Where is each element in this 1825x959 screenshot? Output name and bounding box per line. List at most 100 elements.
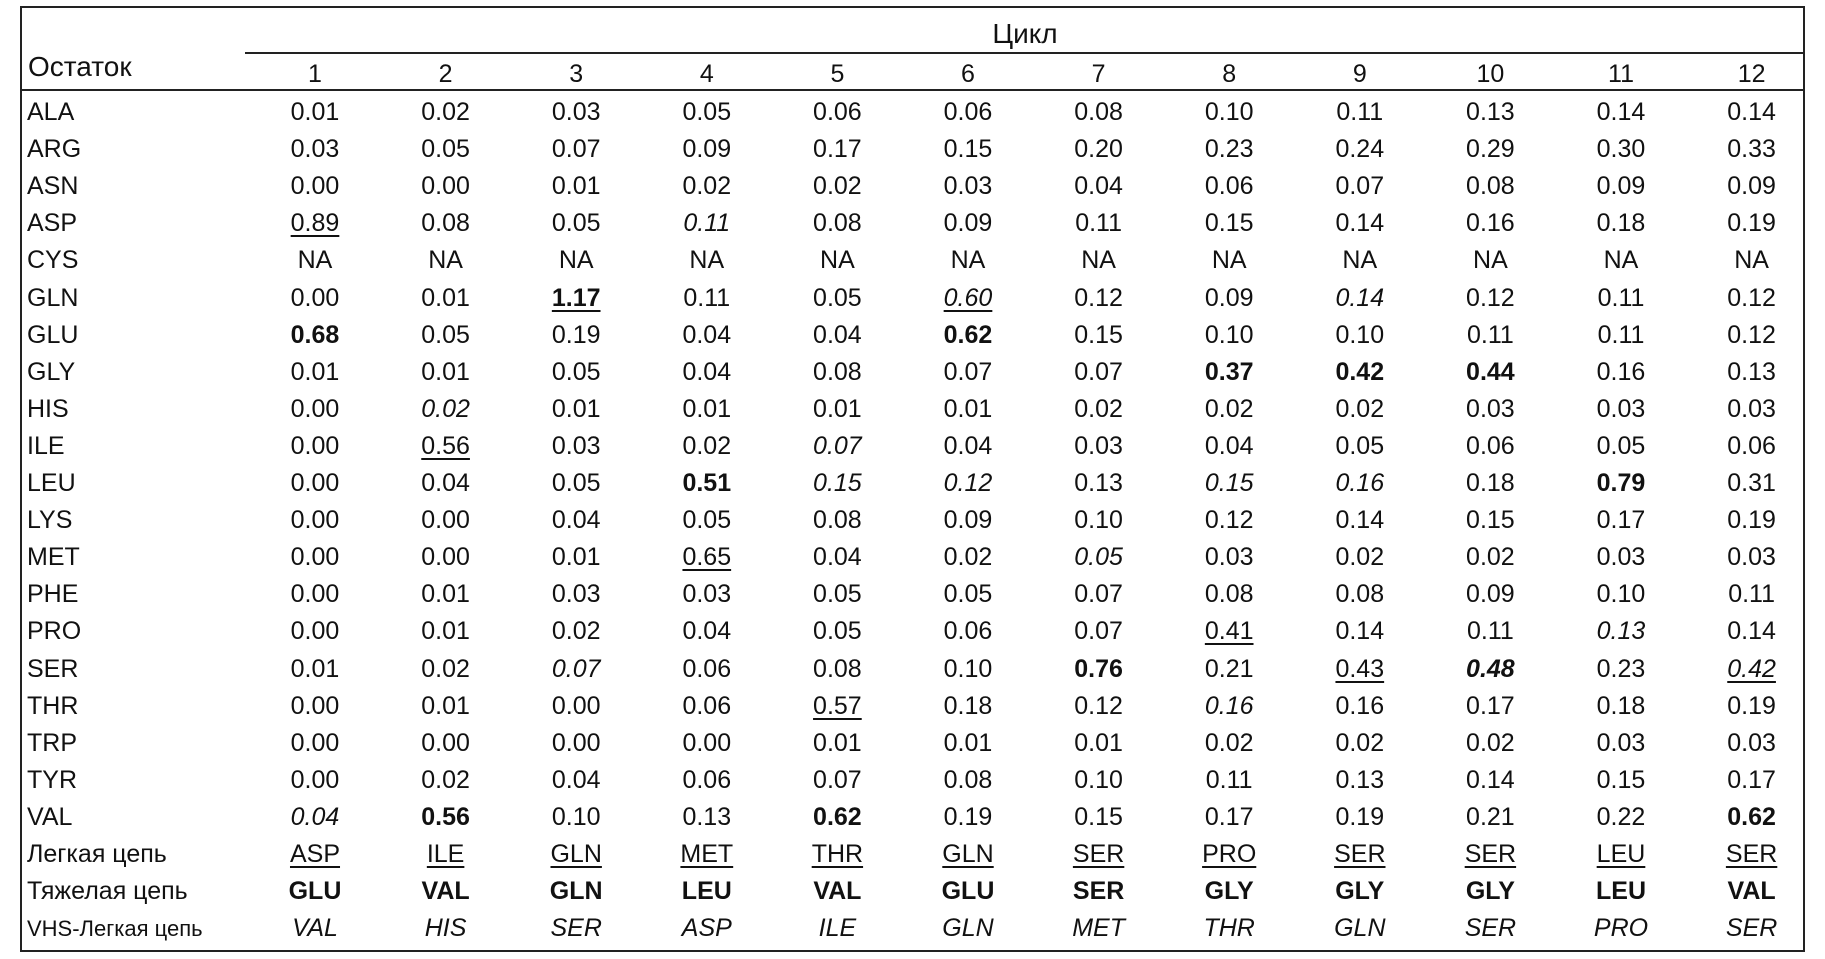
table-cell: 0.03: [1692, 725, 1812, 762]
table-cell: NA: [255, 242, 375, 279]
table-cell: 0.00: [516, 688, 636, 725]
table-cell: 0.06: [647, 688, 767, 725]
table-cell: 0.01: [516, 539, 636, 576]
table-cell: 0.62: [777, 799, 897, 836]
table-cell: 0.00: [255, 539, 375, 576]
table-cell: 0.14: [1300, 280, 1420, 317]
table-cell: 0.09: [1692, 168, 1812, 205]
table-cell: 0.13: [1300, 762, 1420, 799]
table-cell: SER: [1692, 910, 1812, 947]
table-cell: 0.11: [1039, 205, 1159, 242]
table-cell: 0.62: [908, 317, 1028, 354]
table-cell: 0.10: [1169, 317, 1289, 354]
table-cell: 0.18: [908, 688, 1028, 725]
table-cell: 0.15: [1169, 465, 1289, 502]
table-cell: 0.02: [647, 428, 767, 465]
table-cell: 0.01: [516, 168, 636, 205]
table-cell: 0.22: [1561, 799, 1681, 836]
table-cell: 0.15: [1039, 317, 1159, 354]
table-cell: 0.02: [516, 613, 636, 650]
table-cell: 0.09: [1430, 576, 1550, 613]
cycle-number-6: 6: [908, 58, 1028, 90]
table-cell: HIS: [386, 910, 506, 947]
table-cell: 0.16: [1169, 688, 1289, 725]
cycle-number-2: 2: [386, 58, 506, 90]
row-label: GLN: [27, 280, 247, 317]
table-cell: 0.10: [1561, 576, 1681, 613]
table-cell: 0.14: [1692, 94, 1812, 131]
table-row: TYR0.000.020.040.060.070.080.100.110.130…: [20, 762, 1805, 799]
table-cell: PRO: [1169, 836, 1289, 873]
table-cell: 0.12: [1169, 502, 1289, 539]
cycle-header: Цикл: [245, 14, 1805, 54]
table-cell: 0.14: [1300, 205, 1420, 242]
row-label: ALA: [27, 94, 247, 131]
table-cell: GLN: [908, 836, 1028, 873]
table-cell: 0.13: [1692, 354, 1812, 391]
table-cell: 0.02: [1169, 725, 1289, 762]
table-cell: 0.16: [1561, 354, 1681, 391]
table-cell: 0.19: [1692, 205, 1812, 242]
row-label: LYS: [27, 502, 247, 539]
table-cell: GLN: [908, 910, 1028, 947]
table-cell: 0.12: [908, 465, 1028, 502]
table-cell: 0.01: [1039, 725, 1159, 762]
table-cell: 0.16: [1430, 205, 1550, 242]
table-cell: 0.03: [1692, 391, 1812, 428]
table-row: ASN0.000.000.010.020.020.030.040.060.070…: [20, 168, 1805, 205]
table-cell: 0.01: [386, 280, 506, 317]
table-cell: 0.76: [1039, 651, 1159, 688]
table-cell: 0.06: [1169, 168, 1289, 205]
row-label: VAL: [27, 799, 247, 836]
cycle-number-3: 3: [516, 58, 636, 90]
table-cell: 0.17: [1169, 799, 1289, 836]
row-label: VHS-Легкая цепь: [27, 910, 247, 947]
table-cell: 0.15: [1039, 799, 1159, 836]
row-label: Легкая цепь: [27, 836, 247, 873]
table-cell: 0.11: [647, 205, 767, 242]
table-cell: 0.18: [1430, 465, 1550, 502]
table-cell: 0.20: [1039, 131, 1159, 168]
table-cell: 1.17: [516, 280, 636, 317]
table-cell: 0.00: [255, 428, 375, 465]
table-cell: 0.42: [1300, 354, 1420, 391]
table-cell: 0.08: [777, 354, 897, 391]
table-cell: 0.07: [1039, 354, 1159, 391]
table-cell: 0.01: [255, 94, 375, 131]
table-cell: 0.07: [1300, 168, 1420, 205]
table-cell: SER: [1430, 836, 1550, 873]
row-label: SER: [27, 651, 247, 688]
header-divider: [245, 52, 1805, 54]
table-row: GLU0.680.050.190.040.040.620.150.100.100…: [20, 317, 1805, 354]
table-row: HIS0.000.020.010.010.010.010.020.020.020…: [20, 391, 1805, 428]
table-cell: 0.16: [1300, 465, 1420, 502]
table-cell: 0.02: [1430, 539, 1550, 576]
table-cell: 0.00: [516, 725, 636, 762]
table-cell: 0.08: [777, 502, 897, 539]
table-cell: GLU: [255, 873, 375, 910]
table-cell: 0.04: [777, 539, 897, 576]
row-label: ARG: [27, 131, 247, 168]
table-cell: MET: [1039, 910, 1159, 947]
table-cell: 0.13: [1430, 94, 1550, 131]
table-cell: 0.01: [255, 354, 375, 391]
table-cell: 0.03: [1169, 539, 1289, 576]
table-cell: 0.05: [777, 613, 897, 650]
table-cell: 0.03: [1430, 391, 1550, 428]
table-cell: 0.23: [1561, 651, 1681, 688]
table-cell: 0.00: [386, 502, 506, 539]
table-cell: 0.08: [1430, 168, 1550, 205]
table-cell: THR: [777, 836, 897, 873]
table-cell: 0.06: [777, 94, 897, 131]
table-cell: VAL: [777, 873, 897, 910]
table-cell: NA: [1692, 242, 1812, 279]
table-cell: SER: [1430, 910, 1550, 947]
table-cell: 0.56: [386, 799, 506, 836]
table-cell: 0.01: [647, 391, 767, 428]
table-cell: 0.18: [1561, 688, 1681, 725]
table-row: TRP0.000.000.000.000.010.010.010.020.020…: [20, 725, 1805, 762]
table-cell: NA: [1430, 242, 1550, 279]
table-cell: 0.03: [1561, 725, 1681, 762]
table-cell: 0.19: [516, 317, 636, 354]
cycle-number-7: 7: [1039, 58, 1159, 90]
